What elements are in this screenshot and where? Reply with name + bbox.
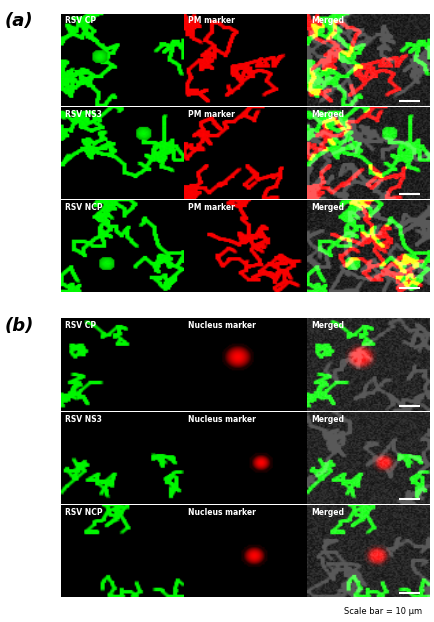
Text: Merged: Merged xyxy=(310,109,343,119)
Text: RSV NCP: RSV NCP xyxy=(64,508,102,517)
Text: Merged: Merged xyxy=(310,16,343,26)
Text: RSV CP: RSV CP xyxy=(64,16,95,26)
Text: RSV NCP: RSV NCP xyxy=(64,203,102,212)
Text: PM marker: PM marker xyxy=(187,203,234,212)
Text: Merged: Merged xyxy=(310,321,343,330)
Text: Merged: Merged xyxy=(310,414,343,424)
Text: (a): (a) xyxy=(4,12,33,30)
Text: RSV NS3: RSV NS3 xyxy=(64,414,101,424)
Text: Merged: Merged xyxy=(310,203,343,212)
Text: (b): (b) xyxy=(4,317,34,335)
Text: Scale bar = 10 μm: Scale bar = 10 μm xyxy=(343,607,421,616)
Text: Nucleus marker: Nucleus marker xyxy=(187,508,255,517)
Text: RSV NS3: RSV NS3 xyxy=(64,109,101,119)
Text: PM marker: PM marker xyxy=(187,109,234,119)
Text: Merged: Merged xyxy=(310,508,343,517)
Text: Nucleus marker: Nucleus marker xyxy=(187,321,255,330)
Text: PM marker: PM marker xyxy=(187,16,234,26)
Text: Nucleus marker: Nucleus marker xyxy=(187,414,255,424)
Text: RSV CP: RSV CP xyxy=(64,321,95,330)
